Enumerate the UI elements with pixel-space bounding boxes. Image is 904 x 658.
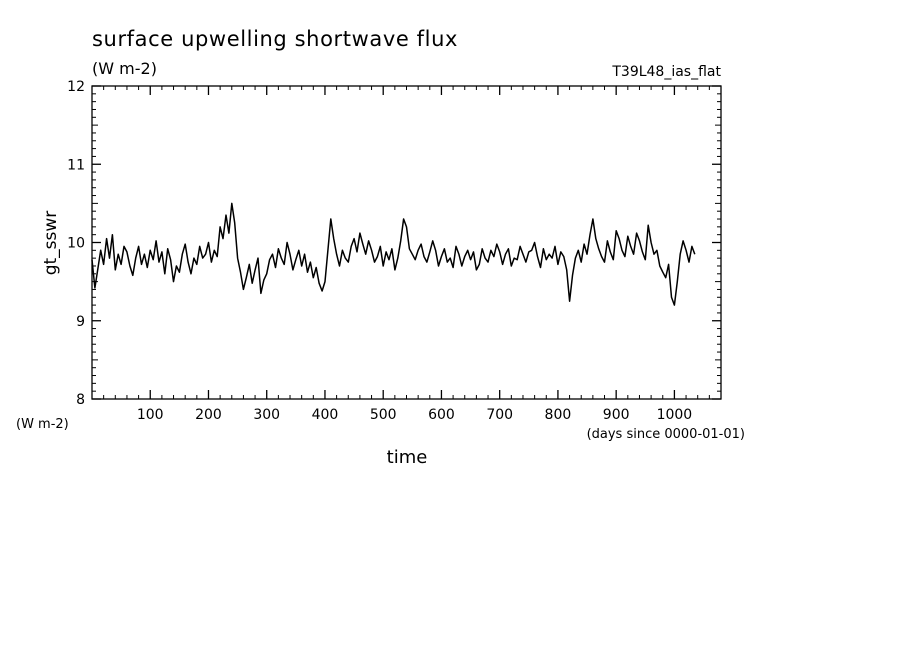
series-line	[91, 202, 696, 306]
minor-ticks	[92, 86, 721, 399]
y-tick-label: 12	[67, 79, 85, 95]
x-tick-label: 200	[195, 407, 222, 423]
x-tick-label: 1000	[657, 407, 693, 423]
x-tick-label: 300	[253, 407, 280, 423]
x-tick-label: 600	[428, 407, 455, 423]
x-axis: 100 200 300 400 500 600 700 800 900 1000	[137, 86, 692, 423]
x-tick-label: 900	[603, 407, 630, 423]
y-tick-label: 10	[67, 236, 85, 252]
x-axis-units: (days since 0000-01-01)	[587, 427, 745, 442]
y-tick-label: 9	[76, 314, 85, 330]
y-axis-units: (W m-2)	[16, 417, 69, 432]
x-tick-label: 700	[486, 407, 513, 423]
x-tick-label: 500	[370, 407, 397, 423]
y-axis: 8 9 10 11 12	[67, 79, 721, 408]
x-tick-label: 100	[137, 407, 164, 423]
y-tick-label: 8	[76, 392, 85, 408]
y-axis-label: gt_sswr	[41, 211, 61, 276]
x-tick-label: 800	[545, 407, 572, 423]
y-tick-label: 11	[67, 157, 85, 173]
x-axis-label: time	[387, 447, 428, 468]
chart-title: surface upwelling shortwave flux	[92, 27, 458, 51]
run-label: T39L48_ias_flat	[611, 64, 721, 80]
chart-subtitle: (W m-2)	[92, 59, 157, 78]
x-tick-label: 400	[312, 407, 339, 423]
